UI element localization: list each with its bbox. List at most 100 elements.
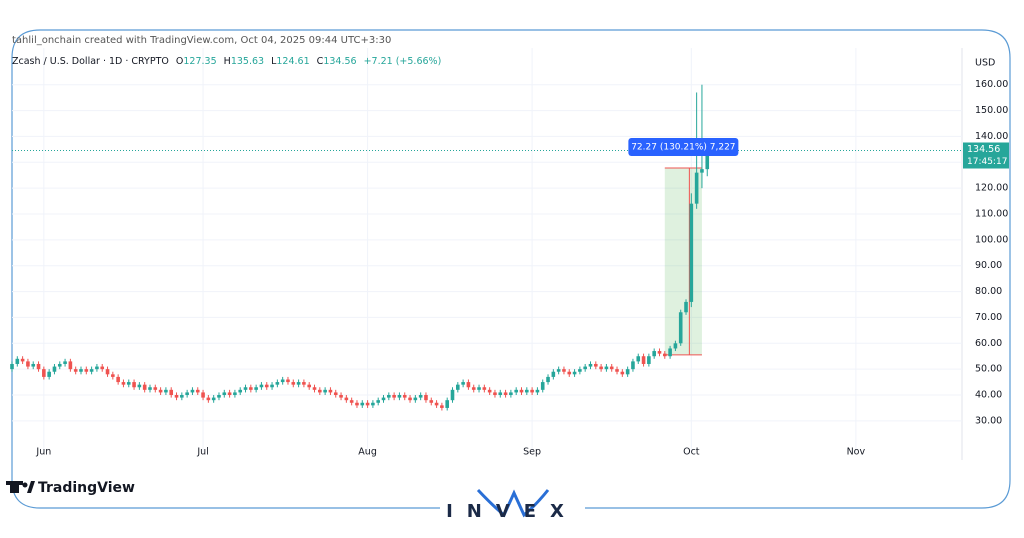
y-tick-label: 50.00 <box>975 364 1002 375</box>
change: +7.21 (+5.66%) <box>364 56 442 67</box>
ohlc-value: 124.61 <box>276 56 309 67</box>
measure-label: 72.27 (130.21%) 7,227 <box>631 143 735 153</box>
candle-body <box>662 353 667 357</box>
candle-body <box>95 366 99 370</box>
candle-body <box>307 384 312 388</box>
candle-body <box>562 369 566 372</box>
candle-body <box>79 369 83 372</box>
candle-body <box>73 369 78 372</box>
candle-body <box>227 392 232 396</box>
candle-body <box>503 392 508 396</box>
candle-body <box>318 389 322 393</box>
candle-body <box>546 376 550 383</box>
y-tick-label: 120.00 <box>975 183 1008 194</box>
candle-body <box>424 395 428 401</box>
candle-body <box>355 402 359 406</box>
candle-body <box>132 382 136 388</box>
candle-body <box>211 397 216 401</box>
y-tick-label: 100.00 <box>975 234 1008 245</box>
candle-body <box>567 371 572 375</box>
candle-body <box>530 389 534 393</box>
candle-body <box>254 387 258 390</box>
candle-body <box>195 389 200 393</box>
legend: Zcash / U.S. Dollar · 1D · CRYPTO O127.3… <box>12 56 441 67</box>
candle-body <box>689 203 694 302</box>
candle-body <box>206 397 211 401</box>
x-tick-label: Oct <box>683 447 700 458</box>
frame <box>11 29 1011 509</box>
candle-body <box>158 389 163 393</box>
y-tick-label: 30.00 <box>975 415 1002 426</box>
watermark-wing <box>476 488 550 518</box>
candle-body <box>217 395 221 398</box>
candle-body <box>551 371 556 377</box>
candle-body <box>153 387 158 390</box>
candle-body <box>641 356 646 364</box>
candle-body <box>620 371 625 375</box>
candle-body <box>514 389 518 393</box>
ohlc-key: H <box>224 56 231 67</box>
candle-body <box>647 356 651 364</box>
candle-body <box>434 402 439 406</box>
candle-body <box>52 366 57 372</box>
y-tick-label: 70.00 <box>975 312 1002 323</box>
y-tick-label: 80.00 <box>975 286 1002 297</box>
candle-body <box>535 389 540 393</box>
candle-body <box>31 363 36 367</box>
candle-body <box>68 361 73 370</box>
candle-body <box>471 387 476 390</box>
candle-body <box>631 361 635 370</box>
ohlc-key: L <box>271 56 277 67</box>
candle-body <box>519 389 524 393</box>
ohlc-value: 134.56 <box>323 56 356 67</box>
candle-body <box>286 379 290 383</box>
candle-body <box>482 387 487 390</box>
candle-body <box>185 392 189 396</box>
candle-body <box>413 397 418 401</box>
candle-body <box>190 389 195 393</box>
x-tick-label: Jun <box>35 447 51 458</box>
candle-body <box>387 395 391 398</box>
last-price-tag <box>963 142 1009 169</box>
candle-body <box>509 392 513 396</box>
candle-body <box>121 382 126 385</box>
ohlc-key: C <box>317 56 324 67</box>
last-price-label: 134.56 <box>967 144 1000 155</box>
y-tick-label: 140.00 <box>975 131 1008 142</box>
y-tick-label: 90.00 <box>975 260 1002 271</box>
candle-body <box>493 392 497 396</box>
countdown: 17:45:17 <box>967 157 1007 167</box>
candle-body <box>323 389 327 393</box>
candle-body <box>280 379 285 383</box>
candle-body <box>105 369 110 375</box>
candle-body <box>466 382 471 388</box>
y-tick-label: 40.00 <box>975 390 1002 401</box>
candle-body <box>604 366 609 370</box>
candle-body <box>397 395 402 398</box>
candle-body <box>238 389 243 393</box>
ohlc-key: O <box>176 56 183 67</box>
candle-body <box>652 351 656 357</box>
candle-body <box>270 384 274 388</box>
candle-body <box>588 363 593 367</box>
y-tick-label: 110.00 <box>975 209 1008 220</box>
candle-body <box>392 395 396 398</box>
y-tick-label: 160.00 <box>975 79 1008 90</box>
candle-body <box>593 363 598 367</box>
candle-body <box>15 358 20 364</box>
candle-body <box>291 382 296 385</box>
candle-body <box>10 363 14 370</box>
candle-body <box>657 351 662 354</box>
candle-body <box>169 389 174 396</box>
candle-body <box>180 395 184 398</box>
x-tick-label: Nov <box>847 447 866 458</box>
candle-body <box>381 397 386 401</box>
candle-body <box>57 363 62 367</box>
candle-body <box>339 395 343 398</box>
candle-body <box>456 384 460 390</box>
candle-body <box>243 387 248 390</box>
candle-body <box>408 397 412 401</box>
candle-body <box>63 361 67 364</box>
watermark: INVEX <box>446 501 578 522</box>
y-tick-label: 60.00 <box>975 338 1002 349</box>
